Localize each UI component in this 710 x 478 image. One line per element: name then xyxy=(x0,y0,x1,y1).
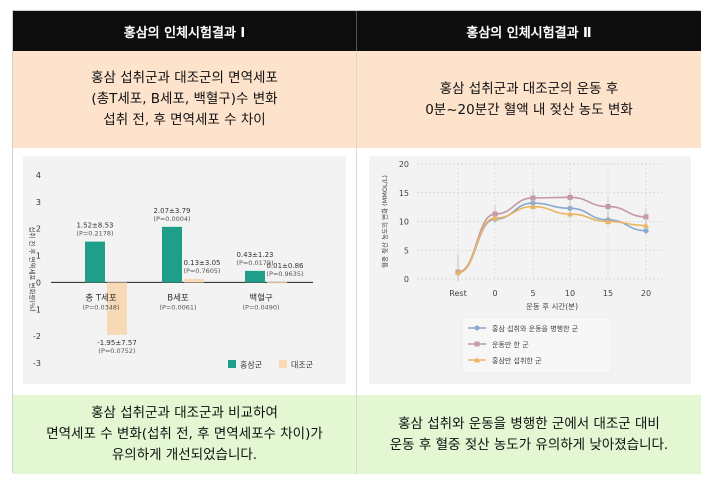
data-point xyxy=(605,218,611,224)
p-value-label: (P=0.9635) xyxy=(266,270,303,278)
left-conclusion-line: 홍삼 섭취군과 대조군과 비교하여 xyxy=(91,405,278,421)
x-tick-label: 5 xyxy=(530,289,535,298)
left-conclusion: 홍삼 섭취군과 대조군과 비교하여 면역세포 수 변화(섭취 전, 후 면역세포… xyxy=(13,395,356,474)
comparison-table: 홍삼의 인체시험결과 Ⅰ 홍삼의 인체시험결과 Ⅱ 홍삼 섭취군과 대조군의 면… xyxy=(12,10,701,474)
left-subtitle-line: (총T세포, B세포, 백혈구)수 변화 xyxy=(91,91,278,107)
y-axis-label: 혈중 젖산 농도의 변화 (MMOL/L) xyxy=(380,175,389,268)
data-point xyxy=(567,194,573,200)
legend-box xyxy=(461,316,613,374)
left-subtitle-line: 홍삼 섭취군과 대조군의 면역세포 xyxy=(91,70,278,86)
data-label: 2.07±3.79 xyxy=(153,207,190,215)
data-label: 1.52±8.53 xyxy=(76,222,113,230)
y-tick-label: -1 xyxy=(33,305,41,314)
bar-chart-background xyxy=(23,156,346,384)
y-tick-label: 10 xyxy=(399,218,409,227)
y-axis-label: 섭취 전 후 면역세포 변화량(%) xyxy=(28,226,37,311)
series-line xyxy=(457,205,647,274)
right-subtitle-line: 홍삼 섭취군과 대조군의 운동 후 xyxy=(439,80,619,97)
y-tick-label: 15 xyxy=(399,189,409,198)
y-tick-label: 1 xyxy=(36,252,41,261)
y-tick-label: 2 xyxy=(36,225,41,234)
data-label: -1.95±7.57 xyxy=(97,339,137,347)
legend-swatch-control xyxy=(279,360,287,368)
bar-ginseng xyxy=(245,270,265,283)
left-conclusion-line: 면역세포 수 변화(섭취 전, 후 면역세포수 차이)가 xyxy=(46,426,323,442)
data-point xyxy=(492,215,498,221)
category-p-label: (P=0.0061) xyxy=(159,303,196,311)
x-tick-label: 0 xyxy=(492,289,497,298)
y-tick-label: 20 xyxy=(399,160,409,169)
legend-marker xyxy=(474,357,480,363)
right-chart-cell: 20 15 10 5 0 Rest 0 5 10 15 20 운동 후 시간(분) 혈중 젖산 농도의 … xyxy=(356,148,701,395)
legend-label: 대조군 xyxy=(291,361,313,370)
legend-label: 홍삼군 xyxy=(240,360,262,370)
legend-label: 홍삼 섭취와 운동을 병행한 군 xyxy=(492,324,579,333)
x-tick-label: 15 xyxy=(603,289,613,298)
line-chart: 20 15 10 5 0 Rest 0 5 10 15 20 운동 후 시간(분) 혈중 젖산 농도의 … xyxy=(380,160,662,374)
series-line xyxy=(457,196,647,273)
data-point xyxy=(643,214,649,220)
y-tick-label: 5 xyxy=(404,246,409,255)
right-conclusion-line: 홍삼 섭취와 운동을 병행한 군에서 대조군 대비 xyxy=(398,415,660,432)
p-value-label: (P=0.0752) xyxy=(98,347,135,355)
p-value-label: (P=0.0004) xyxy=(153,215,190,223)
p-value-label: (P=0.2178) xyxy=(76,230,113,238)
y-tick-label: -2 xyxy=(33,332,41,341)
data-label: 0.13±3.05 xyxy=(183,259,220,267)
category-label: 백혈구 xyxy=(249,292,273,303)
data-point xyxy=(530,203,536,210)
x-axis-label: 운동 후 시간(분) xyxy=(526,301,578,311)
left-header-title: 홍삼의 인체시험결과 Ⅰ xyxy=(123,25,246,41)
bar-ginseng xyxy=(85,241,105,283)
category-label: 총 T세포 xyxy=(85,293,117,303)
left-chart-cell: 4 3 2 1 0 -1 -2 -3 섭취 전 후 면역세포 변화량(%) 1.52±8.53 (P… xyxy=(13,148,356,395)
right-conclusion: 홍삼 섭취와 운동을 병행한 군에서 대조군 대비 운동 후 혈중 젖산 농도가… xyxy=(356,395,701,474)
p-value-label: (P=0.0179) xyxy=(236,259,273,267)
left-header: 홍삼의 인체시험결과 Ⅰ xyxy=(13,11,356,51)
y-tick-label: 0 xyxy=(36,278,41,287)
data-point xyxy=(643,222,649,229)
bar-control xyxy=(184,278,204,283)
data-point xyxy=(605,204,611,210)
legend-label: 운동만 한 군 xyxy=(492,340,529,349)
p-value-label: (P=0.7605) xyxy=(183,267,220,275)
legend-label: 홍삼만 섭취한 군 xyxy=(492,356,542,365)
y-tick-label: -3 xyxy=(33,359,41,368)
y-tick-label: 3 xyxy=(36,198,41,207)
data-label: 0.01±0.86 xyxy=(266,262,304,270)
bar-control xyxy=(267,282,287,284)
right-header-title: 홍삼의 인체시험결과 Ⅱ xyxy=(466,25,592,41)
series-line xyxy=(457,202,647,274)
data-point xyxy=(643,228,649,234)
category-p-label: (P=0.0490) xyxy=(242,303,279,311)
data-label: 0.43±1.23 xyxy=(236,251,273,259)
data-point xyxy=(567,211,573,217)
legend-marker xyxy=(474,341,480,347)
left-subtitle-line: 섭취 전, 후 면역세포 수 차이 xyxy=(103,112,266,128)
category-p-label: (P=0.0348) xyxy=(82,303,119,311)
bar-control xyxy=(107,282,127,335)
bar-ginseng xyxy=(162,226,182,283)
left-conclusion-line: 유의하게 개선되었습니다. xyxy=(111,447,258,463)
right-conclusion-line: 운동 후 혈중 젖산 농도가 유의하게 낮아졌습니다. xyxy=(389,436,669,453)
x-tick-label: 10 xyxy=(565,289,575,298)
left-subtitle: 홍삼 섭취군과 대조군의 면역세포 (총T세포, B세포, 백혈구)수 변화 섭… xyxy=(13,51,356,148)
right-subtitle: 홍삼 섭취군과 대조군의 운동 후 0분~20분간 혈액 내 젖산 농도 변화 xyxy=(356,51,701,148)
category-label: B세포 xyxy=(167,293,189,303)
right-header: 홍삼의 인체시험결과 Ⅱ xyxy=(356,11,701,51)
y-tick-label: 4 xyxy=(36,171,41,180)
x-tick-label: 20 xyxy=(641,289,651,298)
y-tick-label: 0 xyxy=(404,275,409,284)
right-subtitle-line: 0분~20분간 혈액 내 젖산 농도 변화 xyxy=(425,101,633,118)
legend-marker xyxy=(474,325,480,331)
x-tick-label: Rest xyxy=(449,289,466,298)
data-point xyxy=(455,269,461,276)
legend-swatch-ginseng xyxy=(228,360,236,368)
